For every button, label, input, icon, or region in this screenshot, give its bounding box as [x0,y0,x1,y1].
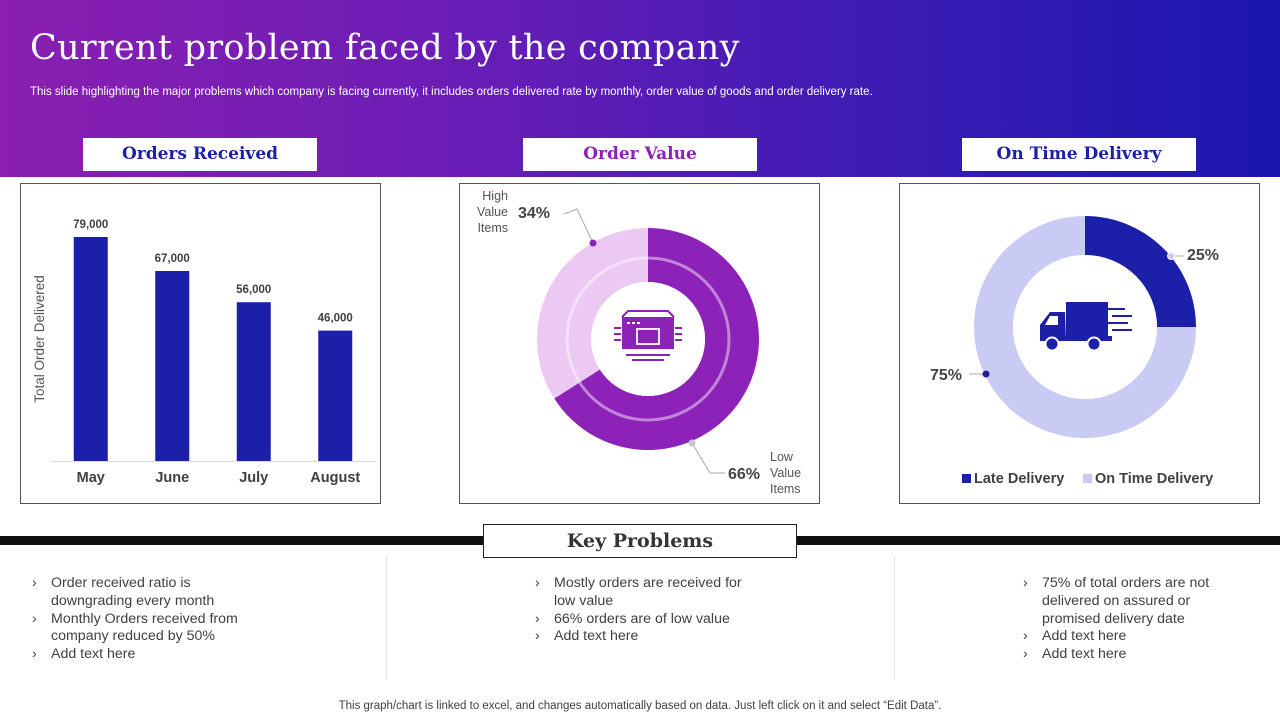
delivery-chart: 25% 75% Late Delivery On Time Delivery [930,216,1219,487]
bar-data-label: 46,000 [318,313,353,325]
order-value-chart: High Value Items 34% 66% Low Value Items [477,189,801,496]
list-item: Monthly Orders received from company red… [32,611,257,647]
low-value-percent: 66% [728,466,760,483]
list-item: 66% orders are of low value [535,611,750,629]
legend-label-late: Late Delivery [974,471,1064,487]
on-time-delivery-tab: On Time Delivery [962,138,1196,171]
page-title: Current problem faced by the company [30,28,740,68]
x-tick-label: August [310,470,360,486]
bar-july [236,302,271,461]
bar-data-label: 67,000 [155,253,190,265]
bar-august [318,330,353,461]
list-item: Order received ratio is downgrading ever… [32,575,257,611]
slice-high-value [537,228,648,399]
legend-swatch-on-time [1083,474,1092,483]
x-tick-label: June [155,470,189,486]
legend: Late Delivery On Time Delivery [962,471,1213,487]
orders-received-tab: Orders Received [83,138,317,171]
inner-ring-line [565,256,731,422]
bar-data-label: 56,000 [236,284,271,296]
slice-late-delivery [1085,216,1196,327]
column-divider [894,555,895,680]
order-value-panel: High Value Items 34% 66% Low Value Items [459,183,820,504]
list-item: Add text here [1023,628,1245,646]
low-value-label-line3: Items [770,482,801,496]
truck-icon [1040,302,1132,352]
bar-june [155,271,190,461]
orders-bar-chart: 79,000 May 67,000 June 56,000 July 46,000 Augus… [32,219,376,486]
low-value-label-line1: Low [770,450,794,464]
low-value-callout [688,439,725,474]
problems-list-delivery: 75% of total orders are not delivered on… [1023,575,1245,664]
list-item: Mostly orders are received for low value [535,575,750,611]
on-time-percent: 75% [930,367,962,384]
x-tick-label: July [239,470,268,486]
footer-note: This graph/chart is linked to excel, and… [338,700,942,712]
delivery-panel: 25% 75% Late Delivery On Time Delivery [899,183,1260,504]
order-value-tab: Order Value [523,138,757,171]
page-subtitle: This slide highlighting the major proble… [30,86,873,98]
low-value-label-line2: Value [770,466,801,480]
orders-received-panel: 79,000 May 67,000 June 56,000 July 46,000 Augus… [20,183,381,504]
bar-data-label: 79,000 [73,219,108,231]
column-divider [386,555,387,680]
x-tick-label: May [77,470,105,486]
slice-on-time-delivery [974,216,1196,438]
bar-may [73,237,108,461]
late-delivery-percent: 25% [1187,247,1219,264]
list-item: Add text here [1023,646,1245,664]
list-item: Add text here [535,628,750,646]
high-value-label-line2: Value [477,205,508,219]
list-item: 75% of total orders are not delivered on… [1023,575,1245,628]
slice-low-value [554,228,759,450]
key-problems-heading: Key Problems [483,524,797,558]
high-value-label-line3: Items [477,221,508,235]
high-value-callout [563,208,597,247]
list-item: Add text here [32,646,257,664]
on-time-callout [969,370,990,378]
box-icon [614,310,682,361]
problems-list-orders: Order received ratio is downgrading ever… [32,575,257,664]
y-axis-label: Total Order Delivered [32,275,47,403]
legend-label-on-time: On Time Delivery [1095,471,1213,487]
problems-list-value: Mostly orders are received for low value… [535,575,750,646]
late-delivery-callout [1167,252,1184,260]
high-value-label-line1: High [482,189,508,203]
high-value-percent: 34% [518,205,550,222]
legend-swatch-late [962,474,971,483]
